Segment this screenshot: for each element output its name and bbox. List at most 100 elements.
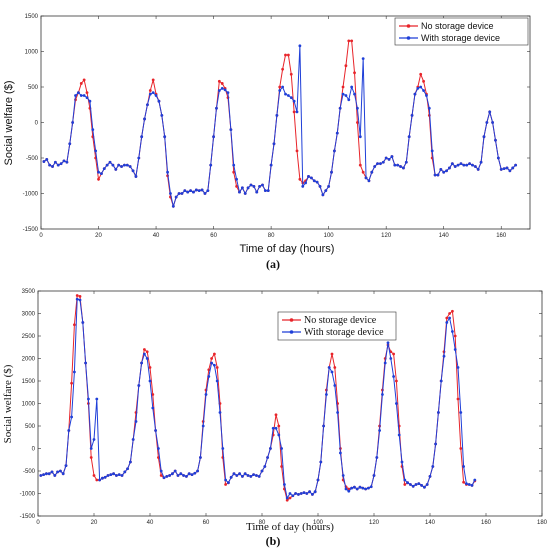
y-tick-label: 0 [35, 121, 39, 127]
data-point [114, 167, 118, 171]
data-point [215, 106, 218, 110]
data-point [434, 442, 437, 446]
data-point [350, 486, 353, 490]
data-point [479, 160, 483, 164]
data-point [327, 185, 331, 188]
data-point [101, 476, 104, 480]
data-point [399, 165, 402, 168]
data-point [313, 490, 317, 494]
data-point [511, 166, 515, 170]
data-point [387, 158, 391, 161]
data-point [395, 402, 398, 405]
data-point [278, 89, 282, 92]
data-point [381, 160, 385, 164]
data-point [384, 156, 388, 160]
data-point [361, 170, 365, 174]
panel-a-chart: -1500 -1000 -500 0 500 1000 1500 0 20 40 60 80 100 1… [3, 14, 531, 271]
data-point [243, 192, 247, 195]
data-point [76, 91, 80, 95]
data-point [134, 420, 138, 423]
y-tick-label: 1000 [25, 50, 39, 56]
data-point [85, 91, 89, 95]
data-point [123, 163, 126, 167]
data-point [154, 94, 158, 97]
data-point [79, 82, 83, 85]
x-tick-label: 40 [147, 520, 154, 526]
data-point [465, 163, 469, 167]
data-point [462, 163, 466, 167]
data-point [232, 170, 236, 174]
data-point [353, 485, 356, 489]
data-point [456, 397, 460, 401]
data-point [333, 384, 337, 387]
data-point [263, 465, 267, 468]
data-point [51, 165, 54, 168]
data-point [117, 473, 121, 476]
data-point [277, 433, 281, 437]
data-point [392, 352, 395, 356]
data-point [159, 474, 163, 477]
data-point [358, 135, 362, 139]
data-point [417, 482, 421, 485]
data-point [187, 472, 191, 476]
data-point [269, 163, 273, 167]
data-point [218, 411, 222, 414]
data-point [450, 162, 454, 166]
data-point [223, 88, 227, 92]
data-point [379, 162, 382, 166]
data-point [302, 491, 306, 494]
data-point [494, 138, 497, 142]
data-point [224, 483, 228, 486]
data-point [65, 160, 69, 164]
data-point [263, 189, 267, 193]
panel-a-legend-box [394, 17, 529, 46]
data-point [488, 110, 492, 114]
data-point [292, 99, 296, 103]
data-point [42, 473, 45, 476]
data-point [68, 142, 72, 146]
y-tick-label: 3000 [22, 312, 36, 318]
data-point [97, 177, 100, 181]
data-point [404, 160, 408, 164]
data-point [284, 92, 287, 96]
data-point [143, 348, 146, 351]
y-tick-label: -1000 [20, 492, 36, 498]
series-with-storage [39, 297, 477, 500]
data-point [94, 149, 98, 153]
data-point [81, 321, 85, 324]
data-point [338, 106, 342, 110]
data-point [120, 474, 124, 477]
data-point [465, 482, 468, 485]
data-point [364, 487, 367, 491]
data-point [425, 94, 428, 97]
x-tick-label: 20 [95, 233, 102, 239]
data-point [157, 447, 160, 450]
data-point [281, 67, 285, 71]
panel-a-legend-marker-with-storage [406, 36, 411, 40]
data-point [125, 163, 129, 167]
y-tick-label: 0 [32, 447, 36, 453]
data-point [482, 135, 486, 139]
data-point [291, 494, 295, 498]
data-point [453, 348, 457, 351]
data-point [301, 185, 305, 188]
data-point [425, 483, 429, 486]
data-point [324, 189, 328, 193]
data-point [100, 172, 103, 176]
y-tick-label: 1500 [25, 14, 39, 20]
data-point [115, 474, 118, 477]
data-point [151, 78, 155, 82]
data-point [199, 456, 202, 459]
data-point [255, 190, 259, 194]
data-point [70, 415, 73, 419]
data-point [171, 472, 174, 476]
y-tick-label: 500 [28, 85, 39, 91]
data-point [436, 173, 440, 177]
data-point [238, 190, 241, 194]
data-point [112, 472, 115, 476]
data-point [106, 474, 110, 477]
data-point [177, 192, 181, 195]
data-point [333, 149, 336, 153]
data-point [275, 114, 279, 117]
data-point [108, 160, 112, 164]
